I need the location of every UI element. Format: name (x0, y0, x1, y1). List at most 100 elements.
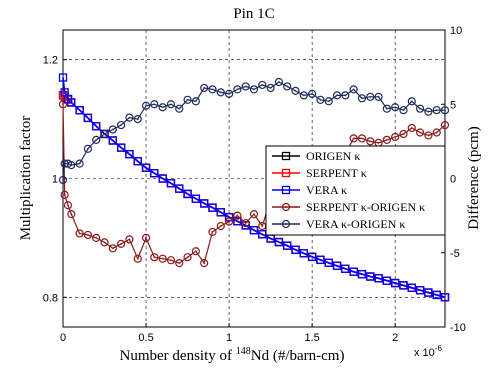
marker-dot (63, 193, 66, 196)
data-marker (407, 123, 416, 133)
marker-dot (186, 98, 189, 101)
data-marker (191, 194, 201, 203)
data-marker (424, 107, 433, 116)
marker-dot (377, 141, 380, 144)
data-marker (432, 128, 441, 137)
data-marker (324, 97, 333, 106)
data-marker (332, 261, 342, 270)
marker-dot (219, 225, 222, 227)
data-marker (158, 174, 167, 183)
data-marker (283, 241, 292, 250)
data-marker (183, 189, 192, 199)
data-marker (424, 131, 433, 140)
data-marker (307, 252, 317, 262)
marker-dot (136, 118, 139, 120)
marker-dot (444, 124, 446, 126)
data-marker (415, 104, 425, 113)
x-tick-label: 0 (60, 332, 66, 344)
marker-dot (211, 231, 214, 233)
data-marker (175, 259, 184, 268)
data-marker (158, 254, 167, 263)
marker-dot (194, 250, 197, 253)
data-marker (440, 120, 450, 130)
data-marker (233, 211, 242, 220)
data-marker (75, 106, 84, 115)
marker-dot (311, 92, 314, 95)
data-marker (241, 218, 250, 228)
marker-dot (419, 131, 421, 134)
legend-marker (281, 185, 291, 195)
marker-dot (120, 242, 123, 245)
legend-marker (281, 168, 291, 178)
marker-dot (261, 84, 264, 86)
marker-dot (402, 133, 405, 135)
data-marker (407, 97, 416, 106)
marker-dot (67, 204, 69, 207)
data-marker (440, 106, 450, 115)
data-marker (249, 85, 259, 94)
legend-label: VERA κ-ORIGEN κ (306, 217, 405, 231)
legend-marker (281, 202, 291, 212)
data-marker (150, 100, 159, 109)
marker-dot (369, 95, 372, 98)
x-multiplier-exp: -6 (435, 344, 443, 353)
data-marker (357, 269, 367, 279)
data-marker (274, 237, 284, 247)
data-marker (316, 95, 325, 104)
marker-dot (186, 256, 189, 259)
data-marker (382, 135, 391, 144)
data-marker (249, 210, 259, 219)
data-marker (92, 135, 101, 144)
data-marker (249, 226, 259, 235)
marker-dot (302, 94, 305, 97)
data-marker (341, 91, 350, 100)
legend-marker (281, 219, 291, 229)
data-marker (200, 83, 209, 93)
data-marker (150, 253, 159, 262)
data-marker (117, 120, 126, 130)
data-marker (415, 286, 425, 295)
data-marker (233, 217, 242, 226)
data-marker (266, 83, 275, 93)
data-marker (166, 179, 176, 188)
data-marker (100, 238, 109, 247)
data-marker (92, 122, 101, 131)
marker-dot (285, 223, 287, 225)
data-marker (116, 143, 126, 152)
marker-dot (70, 213, 73, 216)
marker-dot (369, 140, 372, 143)
marker-dot (294, 89, 297, 92)
marker-dot (253, 213, 255, 216)
x-tick-label: 1 (226, 332, 232, 344)
data-marker (299, 249, 308, 258)
data-marker (75, 159, 84, 168)
marker-dot (361, 137, 363, 140)
marker-dot (103, 241, 106, 244)
data-marker (200, 199, 209, 208)
marker-dot (211, 88, 214, 91)
data-marker (166, 256, 176, 265)
marker-dot (402, 109, 405, 112)
marker-dot (244, 85, 247, 88)
marker-dot (394, 106, 397, 109)
marker-dot (87, 147, 89, 150)
marker-dot (427, 110, 430, 113)
data-marker (399, 129, 408, 139)
data-marker (374, 92, 383, 101)
x-label-part: Number density of (120, 348, 236, 364)
marker-dot (145, 104, 147, 107)
data-marker (60, 190, 69, 199)
data-marker (58, 73, 68, 82)
y2-tick-label: -5 (450, 248, 460, 260)
data-marker (366, 137, 375, 146)
data-marker (216, 88, 225, 97)
data-marker (399, 106, 408, 115)
y2-tick-label: 5 (450, 99, 456, 111)
data-marker (332, 91, 342, 100)
marker-dot (419, 107, 421, 110)
y2-axis-label: Difference (pcm) (466, 126, 482, 229)
data-marker (166, 100, 176, 109)
data-marker (191, 97, 200, 106)
marker-dot (228, 92, 230, 95)
data-marker (67, 161, 76, 170)
